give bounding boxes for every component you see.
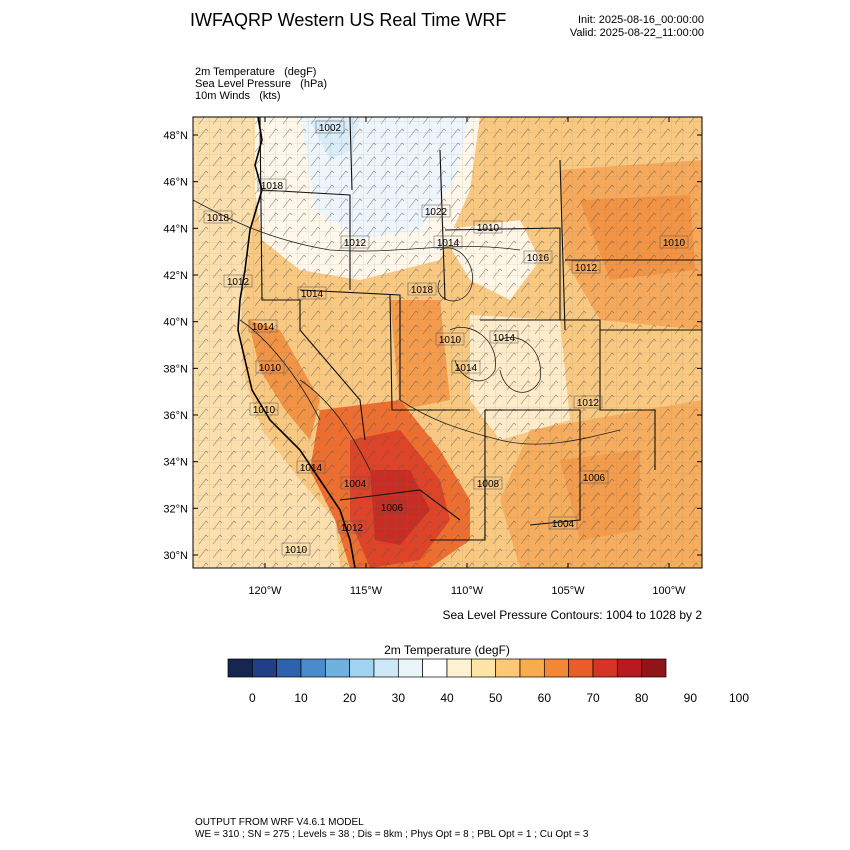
valid-time: Valid: 2025-08-22_11:00:00 <box>569 27 704 39</box>
pressure-contour-labels: 1002 1018 1018 1022 1012 1014 1012 1014 1018 1010… <box>203 120 689 556</box>
contour-label: 1012 <box>227 277 250 288</box>
contour-label: 1012 <box>575 263 598 274</box>
field-winds: 10m Winds (kts) <box>195 90 281 102</box>
map-frame <box>192 116 703 569</box>
colorbar-swatch <box>300 658 326 678</box>
contour-label: 1012 <box>577 398 600 409</box>
contour-label: 1014 <box>301 289 324 300</box>
field-pressure: Sea Level Pressure (hPa) <box>195 78 328 90</box>
contour-label: 1012 <box>341 523 364 534</box>
contour-label: 1022 <box>425 207 448 218</box>
colorbar-swatch <box>470 658 497 678</box>
lat-label: 36°N <box>163 410 188 422</box>
footer-model: OUTPUT FROM WRF V4.6.1 MODEL <box>195 817 364 828</box>
contour-label: 1006 <box>583 473 606 484</box>
colorbar-tick: 90 <box>684 691 698 705</box>
contour-label: 1018 <box>207 213 230 224</box>
lat-label: 40°N <box>163 317 188 329</box>
contour-label: 1010 <box>253 405 276 416</box>
colorbar-swatch <box>324 658 351 678</box>
colorbar-tick: 40 <box>440 691 454 705</box>
contour-label: 1016 <box>527 253 550 264</box>
colorbar-title: 2m Temperature (degF) <box>384 643 510 657</box>
contour-label: 1010 <box>663 238 686 249</box>
colorbar-tick: 60 <box>538 691 552 705</box>
run-times: Init: 2025-08-16_00:00:00 Valid: 2025-08… <box>520 14 704 40</box>
colorbar-swatch <box>592 658 618 678</box>
contour-label: 1010 <box>477 223 500 234</box>
colorbar-swatch <box>422 658 448 678</box>
lon-label: 105°W <box>551 585 585 597</box>
lon-label: 115°W <box>350 585 383 597</box>
contour-label: 1012 <box>344 238 367 249</box>
lon-label: 110°W <box>451 585 484 597</box>
contour-label: 1018 <box>261 181 284 192</box>
latitude-axis: 48°N 46°N 44°N 42°N 40°N 38°N 36°N 34°N 32°N 30°N <box>163 130 702 562</box>
colorbar-swatch <box>227 658 253 678</box>
lat-label: 44°N <box>163 223 188 235</box>
contour-label: 1014 <box>437 238 460 249</box>
colorbar-swatch <box>276 658 302 678</box>
model-footer: OUTPUT FROM WRF V4.6.1 MODEL WE = 310 ; … <box>195 817 588 841</box>
contour-label: 1018 <box>411 285 434 296</box>
lat-label: 30°N <box>163 550 188 562</box>
colorbar-tick: 10 <box>294 691 308 705</box>
lat-label: 38°N <box>163 363 188 375</box>
colorbar-swatch <box>446 658 472 678</box>
slp-contour-note: Sea Level Pressure Contours: 1004 to 102… <box>442 608 703 622</box>
colorbar: 0 10 20 30 40 50 60 70 80 90 100 <box>227 658 749 705</box>
contour-label: 1002 <box>319 123 342 134</box>
contour-label: 1004 <box>344 479 367 490</box>
colorbar-tick: 30 <box>392 691 406 705</box>
colorbar-swatch <box>519 658 545 678</box>
lon-label: 120°W <box>248 585 282 597</box>
init-time: Init: 2025-08-16_00:00:00 <box>578 14 704 26</box>
field-temperature: 2m Temperature (degF) <box>195 66 317 78</box>
field-list: 2m Temperature (degF) Sea Level Pressure… <box>195 66 327 102</box>
contour-label: 1014 <box>455 363 478 374</box>
contour-label: 1004 <box>552 519 575 530</box>
colorbar-swatch <box>397 658 424 678</box>
contour-label: 1010 <box>285 545 308 556</box>
colorbar-tick: 0 <box>249 691 256 705</box>
contour-label: 1014 <box>252 322 275 333</box>
lat-label: 32°N <box>163 503 188 515</box>
lat-label: 48°N <box>163 130 188 142</box>
colorbar-swatch <box>543 658 570 678</box>
colorbar-swatch <box>495 658 521 678</box>
contour-label: 1006 <box>381 503 404 514</box>
lon-label: 100°W <box>652 585 686 597</box>
contour-label: 1010 <box>439 335 462 346</box>
lat-label: 42°N <box>163 270 188 282</box>
colorbar-tick: 50 <box>489 691 503 705</box>
colorbar-tick: 80 <box>635 691 649 705</box>
contour-label: 1008 <box>477 479 500 490</box>
contour-label: 1014 <box>300 463 323 474</box>
lat-label: 46°N <box>163 177 188 189</box>
colorbar-tick: 20 <box>343 691 357 705</box>
colorbar-swatch <box>373 658 399 678</box>
colorbar-swatch <box>616 658 643 678</box>
lat-label: 34°N <box>163 457 188 469</box>
colorbar-swatch <box>349 658 375 678</box>
map-field <box>193 117 702 568</box>
colorbar-swatch <box>251 658 278 678</box>
longitude-axis: 120°W 115°W 110°W 105°W 100°W <box>248 117 686 597</box>
colorbar-swatch <box>641 658 667 678</box>
footer-config: WE = 310 ; SN = 275 ; Levels = 38 ; Dis … <box>195 829 589 840</box>
colorbar-tick: 70 <box>586 691 600 705</box>
map-title: IWFAQRP Western US Real Time WRF <box>190 10 507 30</box>
colorbar-swatch <box>568 658 594 678</box>
colorbar-tick: 100 <box>729 691 749 705</box>
contour-label: 1010 <box>259 363 282 374</box>
contour-label: 1014 <box>493 333 516 344</box>
